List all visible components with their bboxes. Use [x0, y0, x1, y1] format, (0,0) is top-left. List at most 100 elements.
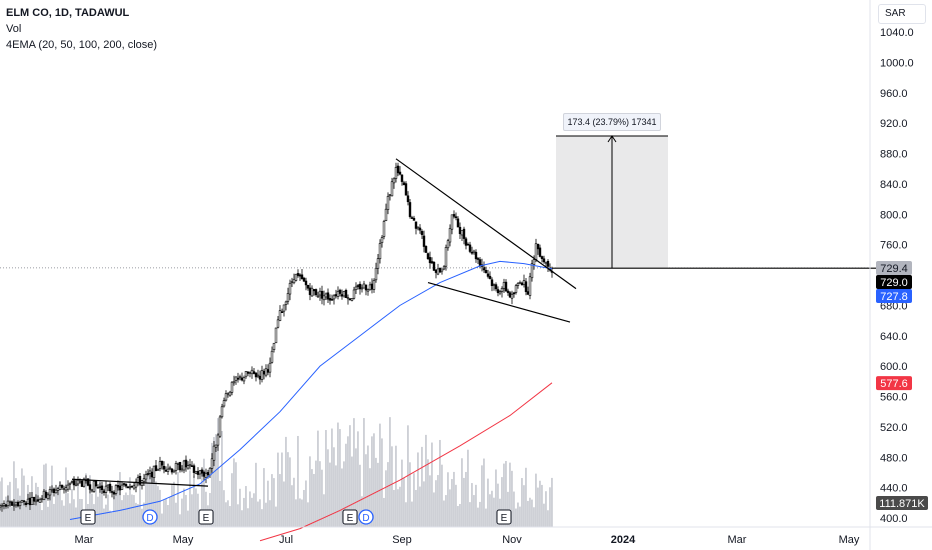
candle-up — [58, 485, 62, 490]
volume-bar — [421, 446, 423, 527]
candle-up — [78, 480, 82, 483]
currency-button[interactable]: SAR — [878, 4, 926, 24]
volume-bar — [107, 494, 109, 527]
volume-bar — [523, 485, 525, 527]
candle-down — [490, 279, 494, 286]
candle-down — [326, 292, 330, 300]
candle-up — [278, 310, 282, 321]
volume-bar — [445, 495, 447, 527]
candle-down — [28, 497, 32, 506]
candle-down — [86, 478, 90, 486]
candle-down — [402, 182, 406, 186]
volume-bar — [491, 490, 493, 527]
volume-bar — [547, 510, 549, 527]
volume-bar — [101, 485, 103, 527]
volume-bar — [513, 491, 515, 527]
volume-bar — [519, 506, 521, 527]
candle-down — [60, 484, 64, 488]
candle-down — [164, 469, 168, 472]
volume-bar — [429, 475, 431, 527]
volume-bar — [201, 471, 203, 527]
candle-up — [290, 281, 294, 283]
volume-bar — [325, 430, 327, 527]
candle-up — [394, 167, 398, 179]
volume-bar — [495, 469, 497, 527]
y-tick-label: 800.0 — [880, 209, 908, 221]
volume-bar — [323, 494, 325, 527]
candle-down — [124, 483, 128, 487]
candle-up — [182, 460, 186, 471]
volume-bar — [319, 461, 321, 527]
price-badges: 729.4 729.0 727.8 577.6 111.871K — [876, 261, 928, 510]
volume-bar — [335, 465, 337, 527]
volume-bar — [37, 486, 39, 527]
candle-down — [116, 485, 120, 488]
volume-bar — [395, 445, 397, 527]
volume-bar — [307, 502, 309, 527]
measure-label: 173.4 (23.79%) 17341 — [563, 113, 661, 131]
volume-bar — [373, 433, 375, 527]
candle-down — [476, 258, 480, 260]
volume-indicator-label[interactable]: Vol — [6, 23, 22, 35]
trendline — [71, 478, 209, 487]
volume-bar — [365, 454, 367, 527]
candle-up — [276, 319, 280, 328]
dividend-marker — [142, 509, 158, 525]
ema-indicator-label[interactable]: 4EMA (20, 50, 100, 200, close) — [6, 39, 158, 51]
volume-bar — [215, 434, 217, 527]
volume-bar — [249, 491, 251, 527]
volume-bar — [187, 510, 189, 527]
volume-bar — [105, 504, 107, 527]
candle-up — [390, 181, 394, 197]
candle-down — [418, 227, 422, 231]
volume-bar — [147, 476, 149, 527]
volume-bar — [449, 489, 451, 527]
volume-bar — [303, 490, 305, 527]
volume-bar — [439, 439, 441, 527]
candle-down — [296, 273, 300, 276]
candle-up — [156, 469, 160, 471]
candle-up — [332, 295, 336, 300]
candle-up — [136, 477, 140, 483]
volume-bar — [407, 425, 409, 527]
candle-up — [544, 261, 548, 264]
volume-bar — [5, 496, 7, 527]
volume-bar — [245, 486, 247, 527]
volume-bar — [103, 508, 105, 527]
candle-up — [502, 282, 506, 289]
volume-bar — [473, 495, 475, 527]
candle-down — [398, 171, 402, 175]
candle-up — [382, 221, 386, 237]
candle-up — [436, 268, 440, 275]
volume-bar — [173, 481, 175, 527]
volume-bar — [509, 462, 511, 527]
candle-down — [160, 460, 164, 466]
volume-bar — [57, 486, 59, 527]
volume-bar — [205, 491, 207, 527]
volume-bar — [351, 456, 353, 527]
y-tick-label: 600.0 — [880, 361, 908, 373]
volume-bar — [435, 480, 437, 527]
candle-down — [486, 273, 490, 277]
volume-bar — [309, 456, 311, 527]
volume-bar — [425, 434, 427, 527]
volume-bar — [63, 505, 65, 527]
x-tick-label: Mar — [728, 534, 747, 546]
volume-bar — [459, 503, 461, 527]
volume-bar — [401, 459, 403, 527]
candle-up — [244, 370, 248, 377]
y-tick-label: 640.0 — [880, 331, 908, 343]
candle-up — [368, 284, 372, 291]
dividend-marker-label: D — [362, 513, 369, 524]
candle-up — [216, 434, 220, 446]
candle-down — [344, 289, 348, 298]
candle-down — [424, 246, 428, 253]
candle-up — [132, 485, 136, 489]
y-tick-label: 520.0 — [880, 422, 908, 434]
symbol-title[interactable]: ELM CO, 1D, TADAWUL — [6, 7, 130, 19]
volume-bar — [243, 497, 245, 527]
volume-bar — [455, 484, 457, 527]
volume-bar — [197, 493, 199, 527]
